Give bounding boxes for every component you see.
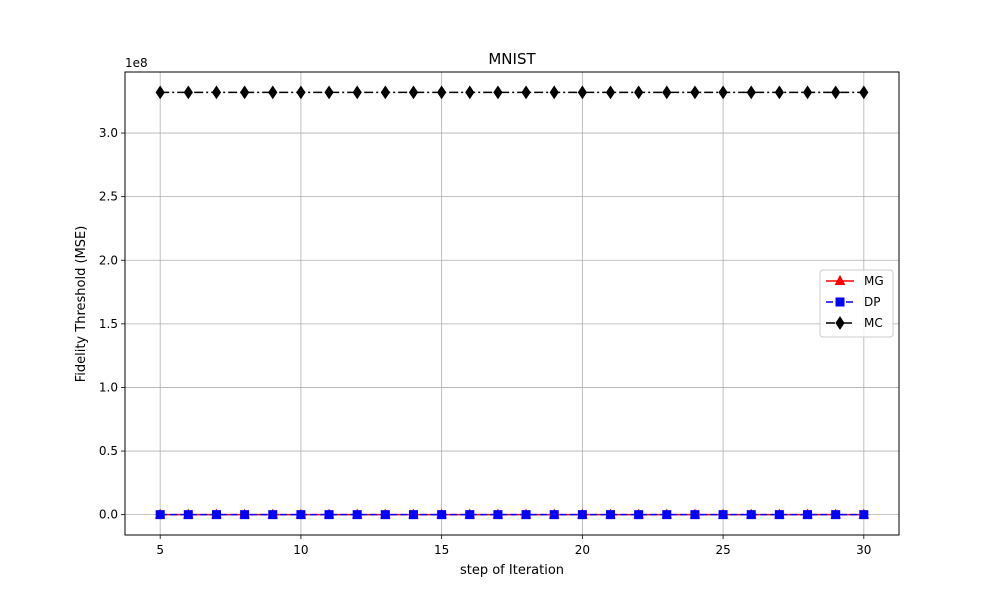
data-point-dp (606, 510, 616, 520)
legend-label: MC (864, 316, 883, 330)
data-point-dp (183, 510, 193, 520)
data-point-mc (859, 85, 869, 100)
plot-frame (124, 71, 900, 536)
data-point-dp (577, 510, 587, 520)
y-tick-label: 3.0 (99, 126, 118, 140)
series-dp (155, 510, 869, 520)
data-point-mc (240, 85, 250, 100)
legend-marker (835, 316, 845, 330)
data-point-mc (746, 85, 756, 100)
data-point-dp (690, 510, 700, 520)
legend: MG DP MC (819, 269, 894, 338)
data-point-mc (493, 85, 503, 100)
data-point-mc (802, 85, 813, 100)
data-point-dp (831, 510, 841, 520)
data-point-mc (718, 85, 728, 100)
data-point-dp (408, 510, 418, 520)
y-tick-label: 2.5 (99, 190, 118, 204)
data-point-mc (408, 85, 419, 100)
x-tick-label: 30 (856, 543, 871, 557)
legend-entry-mg: MG (826, 274, 884, 288)
data-point-mc (155, 85, 165, 100)
data-point-mc (268, 85, 278, 100)
data-point-mc (577, 85, 587, 100)
data-point-dp (859, 510, 869, 520)
data-point-dp (718, 510, 728, 520)
x-tick-label: 20 (575, 543, 590, 557)
legend-marker (835, 297, 845, 307)
y-tick-label: 0.5 (99, 444, 118, 458)
x-tick-label: 5 (156, 543, 164, 557)
y-axis-offset-label: 1e8 (125, 56, 148, 70)
data-point-dp (465, 510, 475, 520)
legend-label: DP (864, 295, 880, 309)
data-point-dp (240, 510, 250, 520)
data-point-dp (774, 510, 784, 520)
data-point-mc (380, 85, 390, 100)
data-point-dp (746, 510, 756, 520)
y-tick-label: 1.0 (99, 380, 118, 394)
data-point-dp (803, 510, 813, 520)
y-axis-label: Fidelity Threshold (MSE) (74, 226, 89, 383)
data-point-dp (437, 510, 447, 520)
data-point-dp (380, 510, 390, 520)
y-tick-label: 1.5 (99, 317, 118, 331)
data-point-mc (549, 85, 559, 100)
series-layer (154, 85, 870, 520)
data-point-mc (465, 85, 475, 100)
data-point-dp (634, 510, 644, 520)
data-point-mc (605, 85, 616, 100)
data-point-dp (521, 510, 531, 520)
data-point-mc (831, 85, 841, 100)
y-tick-label: 0.0 (99, 508, 118, 522)
x-tick-label: 10 (293, 543, 308, 557)
x-axis-label: step of Iteration (460, 563, 564, 578)
legend-entry-dp: DP (826, 295, 880, 309)
data-point-mc (690, 85, 700, 100)
data-point-dp (493, 510, 503, 520)
x-tick-label: 15 (434, 543, 449, 557)
data-point-dp (155, 510, 165, 520)
axis-ticks: 5 10 15 20 25 30 0.0 0.5 1.0 1.5 2.0 2.5 3.0 (99, 126, 872, 557)
data-point-mc (211, 85, 222, 100)
data-point-dp (296, 510, 306, 520)
data-point-mc (634, 85, 644, 100)
data-point-dp (268, 510, 278, 520)
data-point-mc (662, 85, 672, 100)
data-point-mc (437, 85, 447, 100)
data-point-dp (549, 510, 559, 520)
data-point-mc (183, 85, 193, 100)
series-mc (155, 85, 869, 100)
chart-title: MNIST (488, 50, 536, 68)
data-point-mc (774, 85, 784, 100)
data-point-dp (211, 510, 221, 520)
legend-marker (834, 274, 846, 285)
data-point-dp (324, 510, 334, 520)
legend-entry-mc: MC (826, 316, 883, 330)
y-tick-label: 2.0 (99, 253, 118, 267)
data-point-dp (352, 510, 362, 520)
data-point-mc (324, 85, 334, 100)
data-point-mc (521, 85, 531, 100)
data-point-dp (662, 510, 672, 520)
legend-label: MG (864, 274, 884, 288)
x-tick-label: 25 (715, 543, 730, 557)
data-point-mc (296, 85, 306, 100)
data-point-mc (352, 85, 362, 100)
